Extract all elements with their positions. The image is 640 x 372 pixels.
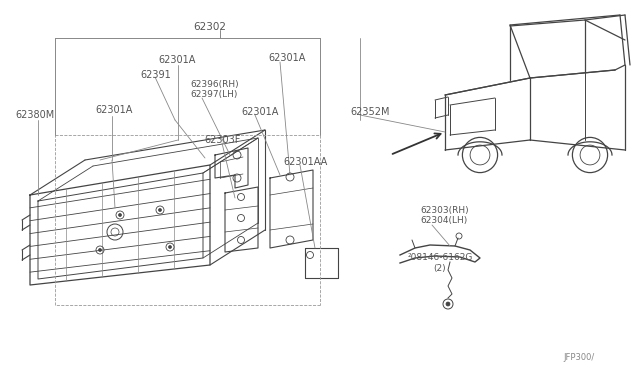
Text: 62397(LH): 62397(LH)	[190, 90, 237, 99]
Circle shape	[99, 248, 102, 251]
Text: 62301A: 62301A	[158, 55, 195, 65]
Text: JFP300/: JFP300/	[564, 353, 595, 362]
Text: 62303(RH): 62303(RH)	[420, 205, 468, 215]
Text: 62302: 62302	[193, 22, 227, 32]
Text: 62301A: 62301A	[268, 53, 305, 63]
Circle shape	[159, 208, 161, 212]
Text: 62301AA: 62301AA	[283, 157, 327, 167]
Text: 62303F: 62303F	[204, 135, 241, 145]
Text: 62396(RH): 62396(RH)	[190, 80, 239, 90]
Circle shape	[168, 246, 172, 248]
Text: 62301A: 62301A	[95, 105, 132, 115]
Circle shape	[446, 302, 450, 306]
Text: 62352M: 62352M	[350, 107, 390, 117]
Text: (2): (2)	[433, 263, 445, 273]
Text: 62391: 62391	[140, 70, 171, 80]
Text: 62304(LH): 62304(LH)	[420, 217, 467, 225]
Text: ²08146-6162G: ²08146-6162G	[408, 253, 474, 263]
Text: 62301A: 62301A	[241, 107, 278, 117]
Circle shape	[118, 214, 122, 217]
Text: 62380M: 62380M	[15, 110, 54, 120]
